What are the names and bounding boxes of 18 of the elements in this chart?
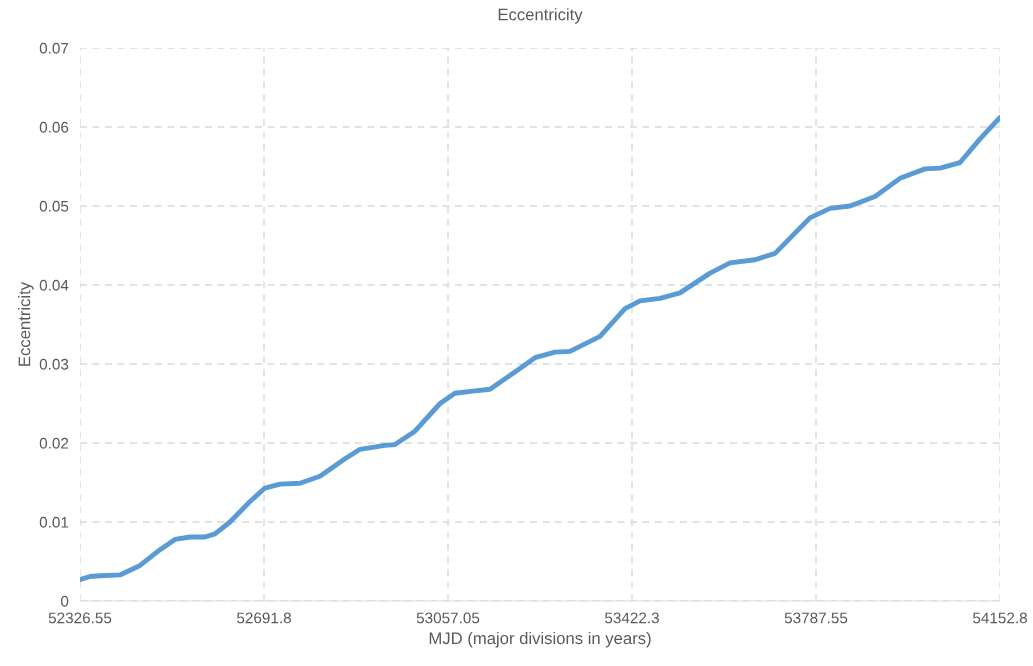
y-tick-label: 0.03 (39, 358, 69, 370)
y-tick-label: 0.06 (39, 121, 69, 133)
x-tick-label: 53787.55 (784, 612, 848, 624)
y-tick-label: 0.07 (39, 42, 69, 54)
y-tick-label: 0.05 (39, 200, 69, 212)
x-tick-label: 53057.05 (416, 612, 480, 624)
y-tick-label: 0.02 (39, 437, 69, 449)
x-tick-label: 52326.55 (48, 612, 112, 624)
x-tick-label: 54152.8 (973, 612, 1027, 624)
y-tick-label: 0 (60, 595, 69, 607)
y-axis-title: Eccentricity (18, 281, 34, 366)
y-tick-label: 0.01 (39, 516, 69, 528)
y-tick-label: 0.04 (39, 279, 69, 291)
x-axis-title: MJD (major divisions in years) (429, 631, 651, 648)
line-series (80, 115, 1000, 583)
x-tick-label: 52691.8 (237, 612, 291, 624)
chart-title: Eccentricity (498, 8, 583, 24)
x-tick-label: 53422.3 (605, 612, 659, 624)
